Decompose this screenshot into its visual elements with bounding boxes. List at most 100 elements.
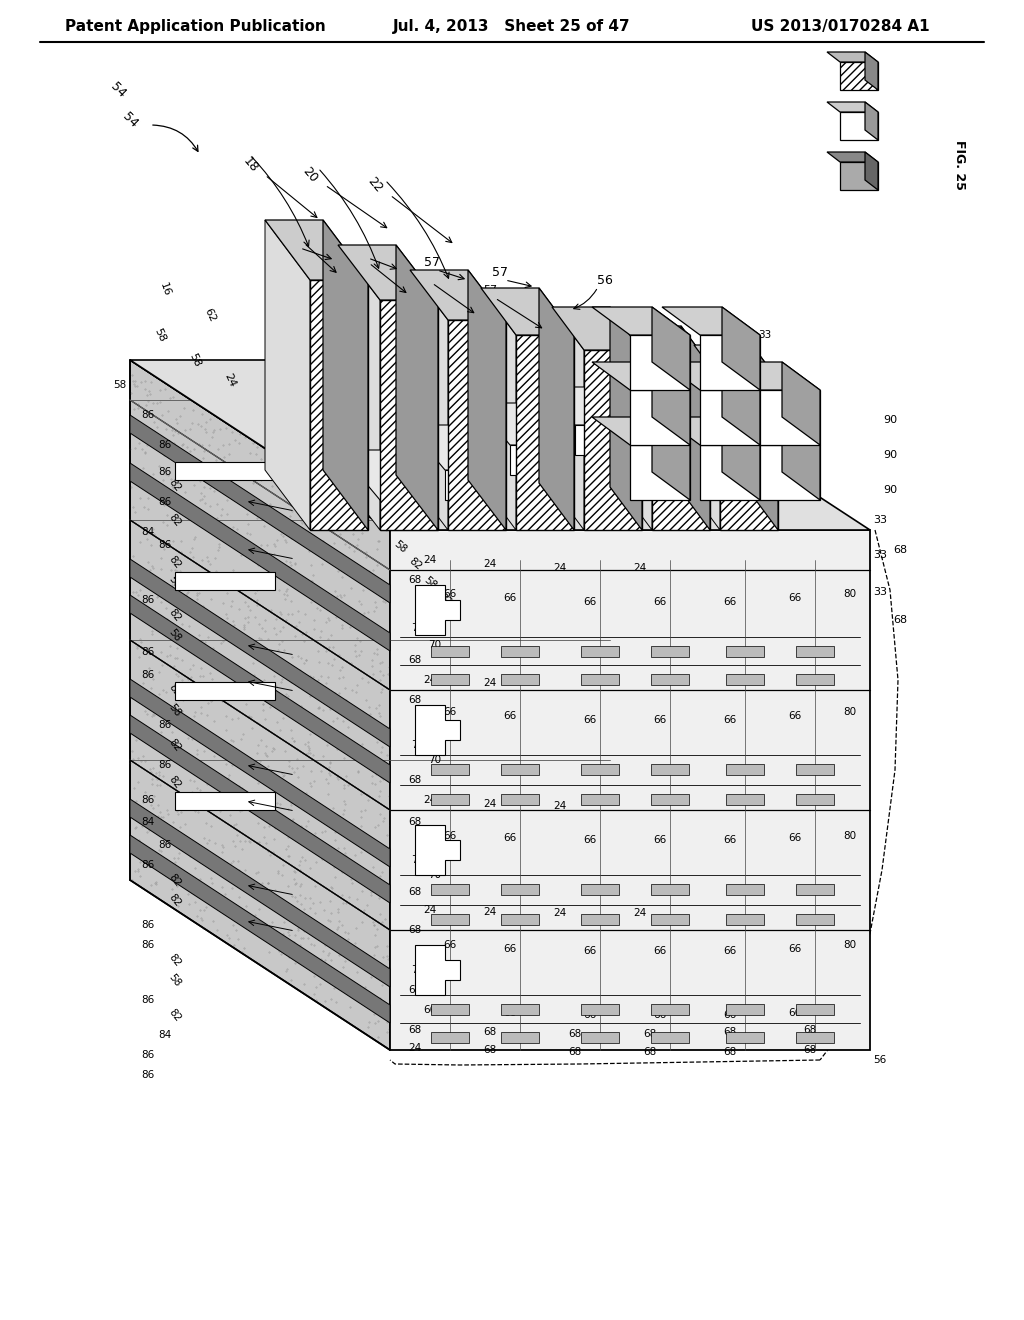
Text: 58: 58 xyxy=(691,352,709,368)
Bar xyxy=(726,764,764,775)
Text: 24: 24 xyxy=(634,564,646,573)
Bar xyxy=(651,795,689,805)
Text: 86: 86 xyxy=(159,719,172,730)
Text: 58: 58 xyxy=(632,393,648,411)
Text: 82: 82 xyxy=(167,737,183,754)
Text: 58: 58 xyxy=(592,434,608,450)
Polygon shape xyxy=(662,308,760,335)
Text: FIG. 25: FIG. 25 xyxy=(953,140,967,190)
Text: 66: 66 xyxy=(653,597,667,607)
Text: 68: 68 xyxy=(409,817,422,828)
Bar xyxy=(501,675,539,685)
Polygon shape xyxy=(130,678,390,867)
Text: 68: 68 xyxy=(804,1045,816,1055)
Text: 66: 66 xyxy=(504,711,517,721)
Text: 86: 86 xyxy=(141,940,155,950)
Text: 86: 86 xyxy=(141,1071,155,1080)
Bar xyxy=(175,462,275,480)
Polygon shape xyxy=(611,375,698,411)
Bar xyxy=(726,675,764,685)
Text: 82: 82 xyxy=(167,774,183,791)
Text: 56: 56 xyxy=(597,273,613,286)
Text: 70: 70 xyxy=(428,640,441,649)
Text: 82: 82 xyxy=(167,607,183,623)
Bar xyxy=(581,645,618,657)
Polygon shape xyxy=(652,308,690,389)
Text: 66: 66 xyxy=(723,597,736,607)
Text: 82: 82 xyxy=(407,556,423,572)
Text: 66: 66 xyxy=(443,708,457,717)
Bar xyxy=(796,1005,834,1015)
Bar xyxy=(726,645,764,657)
Bar xyxy=(175,792,275,810)
Polygon shape xyxy=(722,417,820,445)
Bar xyxy=(651,1005,689,1015)
Text: 24: 24 xyxy=(423,554,436,565)
Text: 90: 90 xyxy=(883,450,897,459)
Polygon shape xyxy=(539,288,574,531)
Bar xyxy=(700,445,760,500)
Bar xyxy=(700,389,760,445)
Text: 54: 54 xyxy=(120,110,140,131)
Polygon shape xyxy=(380,300,438,531)
Bar xyxy=(431,913,469,925)
Text: 86: 86 xyxy=(159,760,172,770)
Bar xyxy=(640,411,698,440)
Polygon shape xyxy=(265,220,310,531)
Text: 66: 66 xyxy=(723,946,736,956)
Text: 86: 86 xyxy=(159,840,172,850)
Text: 66: 66 xyxy=(584,715,597,725)
Text: 66: 66 xyxy=(723,1010,736,1020)
Text: 66: 66 xyxy=(653,1010,667,1020)
Polygon shape xyxy=(415,825,460,875)
Text: 86: 86 xyxy=(159,440,172,450)
Text: 24: 24 xyxy=(483,558,497,569)
Bar xyxy=(796,884,834,895)
Text: 66: 66 xyxy=(584,836,597,845)
Bar xyxy=(726,1032,764,1043)
Bar xyxy=(390,531,870,1049)
Text: 68: 68 xyxy=(893,615,907,624)
Text: 66: 66 xyxy=(584,946,597,956)
Text: 66: 66 xyxy=(504,593,517,603)
Text: 82: 82 xyxy=(167,477,183,494)
Bar xyxy=(581,1005,618,1015)
Text: 66: 66 xyxy=(788,1008,802,1018)
Text: 68: 68 xyxy=(723,1047,736,1057)
Bar xyxy=(760,389,820,445)
Bar xyxy=(581,675,618,685)
Text: 86: 86 xyxy=(159,467,172,477)
Bar xyxy=(651,884,689,895)
Text: 82: 82 xyxy=(167,553,183,570)
Text: 66: 66 xyxy=(443,940,457,950)
Bar xyxy=(726,1005,764,1015)
Text: 66: 66 xyxy=(504,1008,517,1018)
Text: 24: 24 xyxy=(222,371,238,388)
Text: 66: 66 xyxy=(723,836,736,845)
Text: 66: 66 xyxy=(653,715,667,725)
Bar xyxy=(175,682,275,700)
Text: 57: 57 xyxy=(287,234,303,247)
Polygon shape xyxy=(481,288,516,531)
Bar xyxy=(630,445,690,500)
Text: 58: 58 xyxy=(422,576,438,591)
Polygon shape xyxy=(410,271,506,319)
Bar xyxy=(840,162,878,190)
Text: 24: 24 xyxy=(423,906,436,915)
Bar xyxy=(575,425,633,455)
Polygon shape xyxy=(338,450,438,500)
Text: 68: 68 xyxy=(483,1027,497,1038)
Bar xyxy=(796,1032,834,1043)
Bar xyxy=(651,645,689,657)
Text: 80: 80 xyxy=(844,708,856,717)
Text: 57: 57 xyxy=(292,230,306,240)
Bar xyxy=(431,1032,469,1043)
Text: 57: 57 xyxy=(424,256,440,268)
Polygon shape xyxy=(130,414,390,603)
Text: 72: 72 xyxy=(412,855,425,865)
Text: 68: 68 xyxy=(568,1030,582,1039)
Text: 72: 72 xyxy=(412,741,425,750)
Bar xyxy=(726,795,764,805)
Text: 24: 24 xyxy=(423,795,436,805)
Polygon shape xyxy=(415,705,460,755)
